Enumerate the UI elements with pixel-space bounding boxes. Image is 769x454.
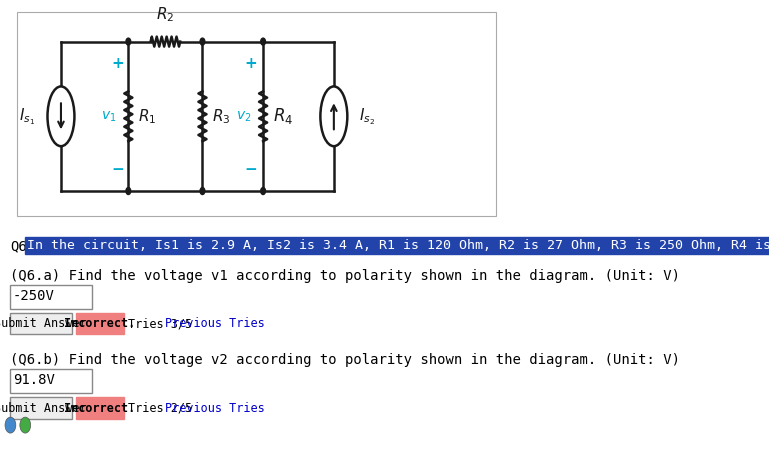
Text: Previous Tries: Previous Tries — [165, 317, 265, 330]
Ellipse shape — [321, 86, 348, 146]
Text: $I_{s_2}$: $I_{s_2}$ — [359, 106, 375, 127]
Text: Tries 2/5: Tries 2/5 — [128, 402, 192, 415]
Circle shape — [126, 38, 131, 45]
FancyBboxPatch shape — [76, 397, 125, 419]
Text: $v_1$: $v_1$ — [101, 109, 116, 123]
Text: Incorrect.: Incorrect. — [65, 402, 135, 415]
Circle shape — [5, 417, 16, 433]
Text: -250V: -250V — [13, 289, 55, 303]
Circle shape — [200, 188, 205, 194]
Text: Submit Answer: Submit Answer — [0, 317, 87, 330]
FancyBboxPatch shape — [76, 312, 125, 335]
Text: Previous Tries: Previous Tries — [165, 402, 265, 415]
Text: $I_{s_1}$: $I_{s_1}$ — [19, 106, 35, 127]
Circle shape — [261, 38, 265, 45]
Circle shape — [20, 417, 31, 433]
Circle shape — [200, 38, 205, 45]
FancyBboxPatch shape — [10, 312, 72, 335]
Text: Tries 3/5: Tries 3/5 — [128, 317, 192, 330]
Circle shape — [126, 188, 131, 194]
Text: $v_2$: $v_2$ — [235, 109, 251, 123]
Text: +: + — [112, 56, 124, 71]
Text: +: + — [245, 56, 258, 71]
Ellipse shape — [48, 86, 75, 146]
Text: −: − — [112, 162, 124, 177]
Text: $R_3$: $R_3$ — [212, 107, 231, 126]
Text: $R_1$: $R_1$ — [138, 107, 156, 126]
Text: (Q6.b) Find the voltage v2 according to polarity shown in the diagram. (Unit: V): (Q6.b) Find the voltage v2 according to … — [11, 353, 681, 367]
Text: 91.8V: 91.8V — [13, 373, 55, 387]
Circle shape — [261, 188, 265, 194]
FancyBboxPatch shape — [10, 397, 72, 419]
Text: $R_2$: $R_2$ — [156, 5, 175, 24]
FancyBboxPatch shape — [10, 285, 92, 309]
Text: In the circuit, Is1 is 2.9 A, Is2 is 3.4 A, R1 is 120 Ohm, R2 is 27 Ohm, R3 is 2: In the circuit, Is1 is 2.9 A, Is2 is 3.4… — [27, 239, 769, 252]
Text: −: − — [245, 162, 258, 177]
Text: Submit Answer: Submit Answer — [0, 402, 87, 415]
Text: Incorrect.: Incorrect. — [65, 317, 135, 330]
Text: (Q6.a) Find the voltage v1 according to polarity shown in the diagram. (Unit: V): (Q6.a) Find the voltage v1 according to … — [11, 269, 681, 283]
FancyBboxPatch shape — [10, 370, 92, 393]
Text: $R_4$: $R_4$ — [272, 106, 293, 126]
Text: Q6.: Q6. — [11, 239, 35, 253]
